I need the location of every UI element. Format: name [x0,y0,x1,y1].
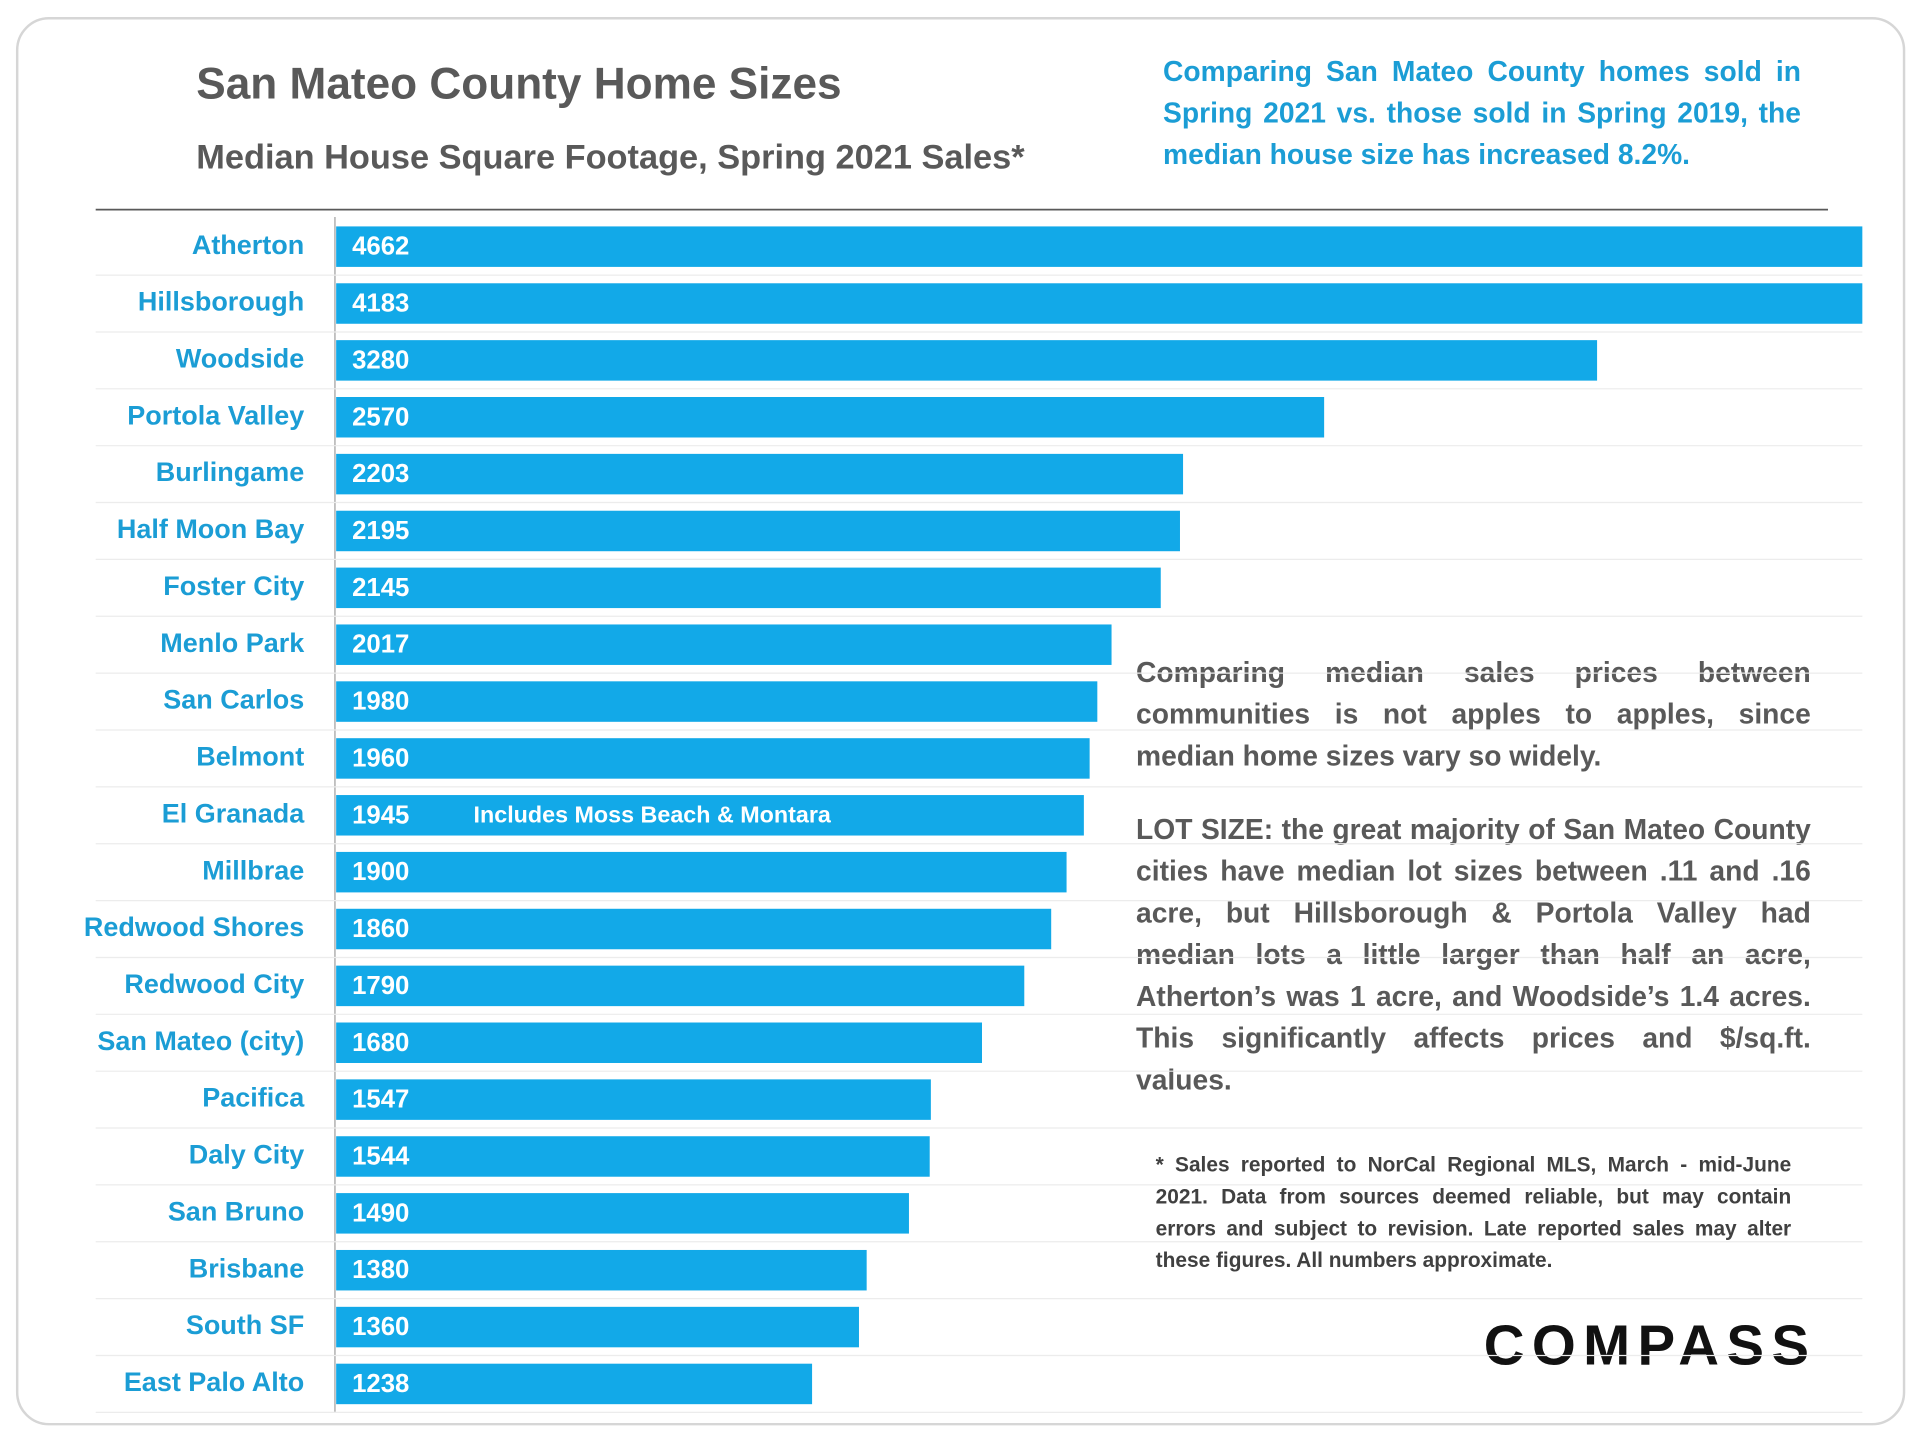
category-label: Belmont [196,742,304,772]
bars [336,226,1863,1405]
headline-box: Comparing San Mateo County homes sold in… [1163,55,1801,171]
value-label: 1860 [352,915,409,943]
bar [336,965,1025,1007]
bar [336,283,1863,324]
category-label: Portola Valley [127,400,304,430]
bar [336,795,1084,836]
category-label: East Palo Alto [124,1367,304,1397]
bar [336,738,1090,779]
body-note-box: Comparing median sales prices between co… [1136,656,1811,772]
body-note: LOT SIZE: the great majority of San Mate… [1136,813,1811,1096]
bar [336,340,1598,381]
value-label: 1380 [352,1256,409,1284]
bar [336,397,1325,438]
value-label: 1980 [352,688,409,716]
category-label: Daly City [189,1140,304,1170]
value-label: 1360 [352,1313,409,1341]
category-label: San Carlos [163,685,304,715]
chart-subtitle: Median House Square Footage, Spring 2021… [196,138,1025,176]
category-label: Half Moon Bay [117,514,304,544]
bar [336,510,1180,552]
brand-bg [1445,1303,1851,1390]
bar [336,1079,931,1120]
category-label: Burlingame [156,457,304,487]
value-label: 1547 [352,1086,409,1114]
value-label: 1960 [352,744,409,772]
body-note: Comparing median sales prices between co… [1136,656,1811,772]
footnote: * Sales reported to NorCal Regional MLS,… [1155,1153,1792,1273]
category-label: Foster City [163,571,304,601]
category-label: Hillsborough [138,287,304,317]
bar [336,1193,909,1234]
category-label: Pacifica [202,1083,305,1113]
value-label: 1544 [352,1143,410,1171]
brand-logo: COMPASS [1484,1313,1817,1376]
chart-title: San Mateo County Home Sizes [196,60,841,109]
category-label: San Mateo (city) [97,1026,304,1056]
bar [336,681,1098,722]
body-note-box: LOT SIZE: the great majority of San Mate… [1136,813,1811,1096]
category-label: Brisbane [189,1253,304,1283]
headline-note: Comparing San Mateo County homes sold in… [1163,55,1801,171]
value-label: 1238 [352,1370,409,1398]
category-label: Atherton [192,230,304,260]
bar-note: Includes Moss Beach & Montara [474,802,832,828]
bar [336,1022,982,1063]
value-label: 1680 [352,1029,409,1057]
bar [336,1136,930,1177]
value-label: 1790 [352,972,409,1000]
category-label: South SF [186,1310,304,1340]
category-label: San Bruno [168,1196,304,1226]
bar [336,851,1067,893]
value-label: 2570 [352,403,409,431]
value-label: 4662 [352,233,409,261]
value-label: 1945 [352,801,409,829]
value-label: 4183 [352,290,409,318]
value-label: 3280 [352,346,409,374]
bar [336,908,1052,950]
bar [336,624,1112,665]
bar [336,226,1863,267]
category-label: Woodside [176,344,304,374]
category-label: Redwood Shores [84,912,304,942]
bar [336,453,1184,495]
value-label: 2195 [352,517,409,545]
bar [336,1306,859,1348]
bar [336,1363,813,1405]
value-label: 1490 [352,1199,409,1227]
category-label: Menlo Park [160,628,305,658]
bar [336,567,1161,609]
category-label: Millbrae [202,855,304,885]
value-label: 2203 [352,460,409,488]
value-label: 2145 [352,574,409,602]
bar [336,1249,867,1291]
value-label: 2017 [352,631,409,659]
value-label: 1900 [352,858,409,886]
footnote-box: * Sales reported to NorCal Regional MLS,… [1155,1153,1792,1273]
category-label: El Granada [162,798,305,828]
category-label: Redwood City [124,969,304,999]
